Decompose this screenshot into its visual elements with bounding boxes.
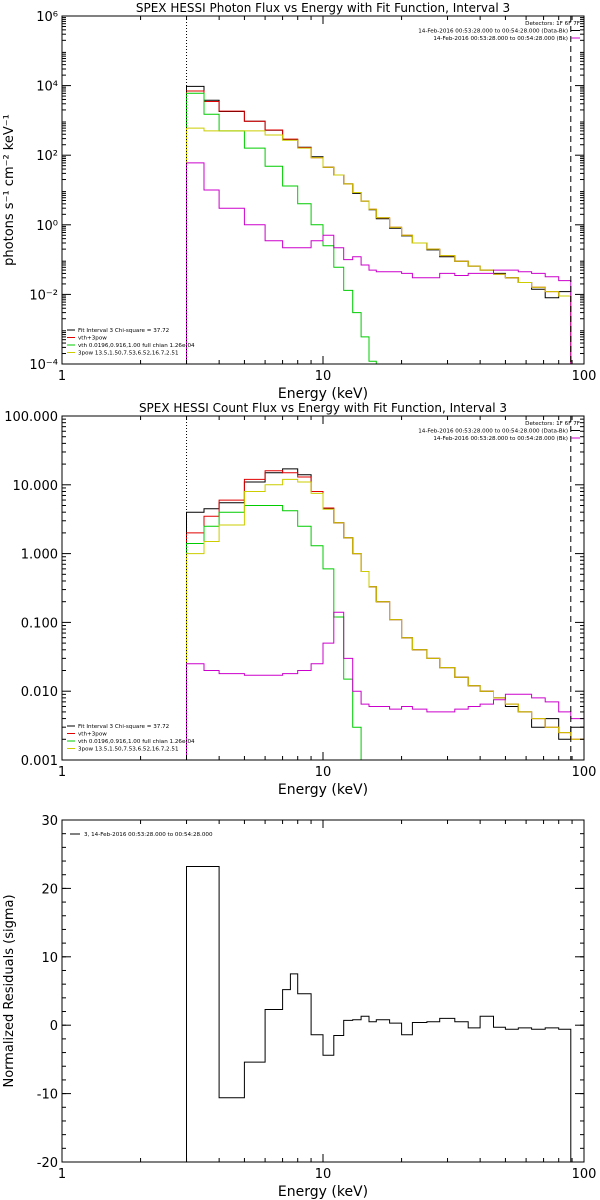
legend-bottomleft-text: vth+3pow	[78, 336, 107, 342]
y-tick-label: 10²	[36, 149, 58, 164]
photon-flux-panel: SPEX HESSI Photon Flux vs Energy with Fi…	[2, 1, 596, 402]
legend-bottomleft-text: vth 0.0196,0.916,1.00 full chian 1.26e-0…	[78, 343, 195, 349]
series-line-residuals	[186, 866, 572, 1162]
legend-topright-text: Detectors: 1F 6F 7F	[525, 421, 580, 427]
legend-topright-text: Detectors: 1F 6F 7F	[525, 21, 580, 27]
y-tick-label: 0.010	[21, 685, 58, 700]
series-group	[186, 468, 584, 760]
legend-topright-text: 14-Feb-2016 00:53:28.000 to 00:54:28.000…	[418, 429, 568, 435]
y-tick-label: 30	[41, 814, 58, 829]
y-tick-label: 0.100	[21, 616, 58, 631]
legend-topright-text: 14-Feb-2016 00:53:28.000 to 00:54:28.000…	[418, 29, 568, 35]
count-flux-panel: SPEX HESSI Count Flux vs Energy with Fit…	[4, 401, 596, 798]
series-group	[186, 85, 572, 364]
x-axis-label: Energy (keV)	[278, 782, 368, 798]
x-tick-label: 10	[315, 765, 332, 780]
y-tick-label: 10	[41, 951, 58, 966]
y-tick-label: 10⁻⁴	[29, 358, 58, 373]
y-tick-label: 1.000	[21, 548, 58, 563]
y-tick-label: 0.001	[21, 754, 58, 769]
legend-bottomleft-text: Fit Interval 3 Chi-square = 37.72	[78, 328, 169, 334]
y-tick-label: 100.000	[4, 410, 58, 425]
legend-bottomleft-text: vth 0.0196,0.916,1.00 full chian 1.26e-0…	[78, 739, 195, 745]
residuals-panel: 1 10 100 -20 -10 0 10 20 30 Energy (keV) Normalize…	[2, 814, 596, 1200]
x-tick-label: 100	[572, 369, 597, 384]
series-line-3pow	[186, 478, 584, 760]
x-tick-label: 100	[572, 765, 597, 780]
y-tick-label: 0	[50, 1019, 58, 1034]
y-axis-label: photons s⁻¹ cm⁻² keV⁻¹	[2, 114, 17, 266]
y-tick-label: 10⁻²	[29, 288, 58, 303]
y-tick-label: -20	[37, 1156, 58, 1171]
legend-topleft-text: 3, 14-Feb-2016 00:53:28.000 to 00:54:28.…	[84, 832, 213, 838]
x-tick-label: 100	[572, 1167, 597, 1182]
y-tick-label: 10⁴	[36, 80, 58, 95]
x-tick-label: 10	[315, 369, 332, 384]
x-tick-label: 1	[58, 369, 66, 384]
y-tick-label: 20	[41, 882, 58, 897]
series-line-vth	[186, 505, 369, 760]
x-axis-label: Energy (keV)	[278, 1184, 368, 1200]
y-tick-label: -10	[37, 1088, 58, 1103]
legend-bottomleft-text: 3pow 13.5,1.50,7.53,6.52,16.7,2.51	[78, 351, 179, 357]
y-axis-label: Normalized Residuals (sigma)	[2, 894, 17, 1087]
legend-topright-text: 14-Feb-2016 00:53:28.000 to 00:54:28.000…	[433, 36, 568, 42]
legend-bottomleft-text: vth+3pow	[78, 732, 107, 738]
legend-topright-text: 14-Feb-2016 00:53:28.000 to 00:54:28.000…	[433, 436, 568, 442]
y-tick-label: 10⁶	[36, 10, 58, 25]
series-line-bk	[186, 162, 572, 364]
x-tick-label: 1	[58, 765, 66, 780]
chart-title: SPEX HESSI Photon Flux vs Energy with Fi…	[136, 1, 510, 15]
series-line-bk	[186, 611, 584, 760]
y-tick-label: 10⁰	[36, 219, 58, 234]
x-tick-label: 1	[58, 1167, 66, 1182]
chart-title: SPEX HESSI Count Flux vs Energy with Fit…	[139, 401, 507, 415]
series-group	[186, 866, 572, 1162]
legend-bottomleft-text: 3pow 13.5,1.50,7.53,6.52,16.7,2.51	[78, 747, 179, 753]
x-axis-label: Energy (keV)	[278, 386, 368, 402]
series-line-3pow	[186, 127, 572, 364]
x-tick-label: 10	[315, 1167, 332, 1182]
y-tick-label: 10.000	[13, 479, 59, 494]
legend-bottomleft-text: Fit Interval 3 Chi-square = 37.72	[78, 724, 169, 730]
